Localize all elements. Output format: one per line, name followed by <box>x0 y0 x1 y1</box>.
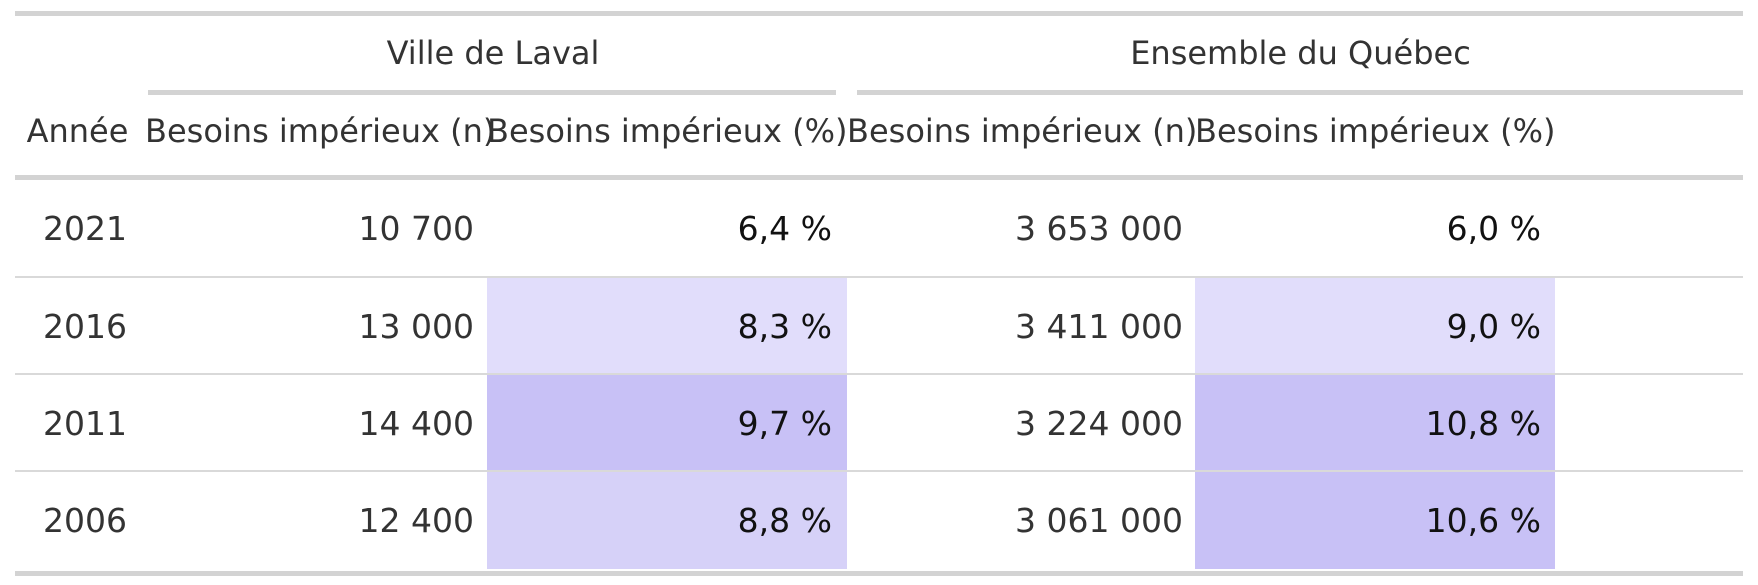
row-separator <box>15 470 1743 472</box>
table-row: 2011 14 400 9,7 % 3 224 000 10,8 % <box>15 375 1743 472</box>
cell-year: 2016 <box>43 307 127 346</box>
column-header-quebec-percent: Besoins impérieux (%) <box>1195 112 1556 150</box>
cell-laval-percent: 6,4 % <box>487 180 847 277</box>
cell-year: 2006 <box>43 501 127 540</box>
cell-laval-percent: 8,8 % <box>487 472 847 569</box>
cell-quebec-count: 3 061 000 <box>1015 501 1183 540</box>
group-header-quebec: Ensemble du Québec <box>1130 34 1471 72</box>
table-row: 2021 10 700 6,4 % 3 653 000 6,0 % <box>15 180 1743 277</box>
cell-laval-percent: 8,3 % <box>487 278 847 375</box>
group-rule-quebec <box>857 90 1743 95</box>
cell-laval-count: 10 700 <box>358 209 474 248</box>
column-header-year: Année <box>26 112 129 150</box>
cell-quebec-percent: 9,0 % <box>1195 278 1555 375</box>
cell-quebec-percent: 6,0 % <box>1195 180 1555 277</box>
table-row: 2016 13 000 8,3 % 3 411 000 9,0 % <box>15 278 1743 375</box>
row-separator <box>15 373 1743 375</box>
cell-year: 2011 <box>43 404 127 443</box>
cell-laval-percent: 9,7 % <box>487 375 847 472</box>
table-row: 2006 12 400 8,8 % 3 061 000 10,6 % <box>15 472 1743 569</box>
group-rule-laval <box>148 90 836 95</box>
table-top-rule <box>15 11 1743 16</box>
cell-laval-count: 14 400 <box>358 404 474 443</box>
cell-laval-count: 12 400 <box>358 501 474 540</box>
column-header-quebec-count: Besoins impérieux (n) <box>847 112 1198 150</box>
header-rule <box>15 175 1743 180</box>
column-header-laval-count: Besoins impérieux (n) <box>145 112 496 150</box>
cell-quebec-count: 3 224 000 <box>1015 404 1183 443</box>
row-separator <box>15 276 1743 278</box>
cell-year: 2021 <box>43 209 127 248</box>
data-table: Ville de Laval Ensemble du Québec Année … <box>15 11 1743 576</box>
cell-quebec-percent: 10,6 % <box>1195 472 1555 569</box>
cell-quebec-percent: 10,8 % <box>1195 375 1555 472</box>
cell-quebec-count: 3 411 000 <box>1015 307 1183 346</box>
cell-quebec-count: 3 653 000 <box>1015 209 1183 248</box>
group-header-laval: Ville de Laval <box>386 34 600 72</box>
table-bottom-rule <box>15 571 1743 576</box>
column-header-laval-percent: Besoins impérieux (%) <box>487 112 848 150</box>
cell-laval-count: 13 000 <box>358 307 474 346</box>
